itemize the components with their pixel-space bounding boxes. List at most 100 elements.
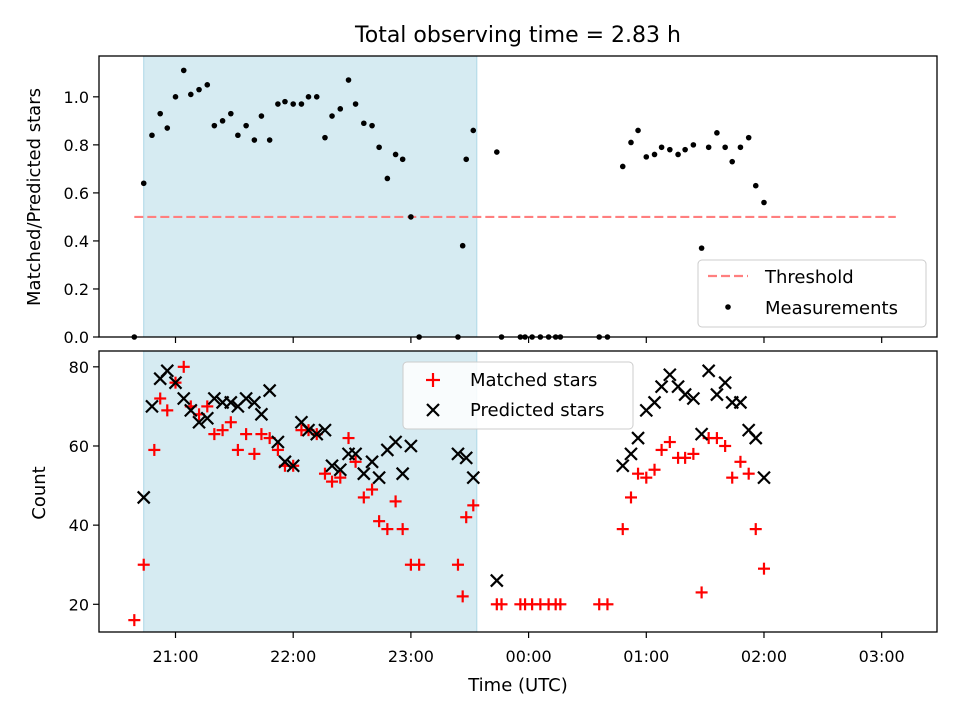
measurement-point xyxy=(172,94,179,100)
predicted-star-point xyxy=(145,399,159,414)
measurement-point xyxy=(392,151,399,158)
measurement-point xyxy=(337,106,344,112)
predicted-star-point xyxy=(357,466,371,481)
matched-star-point xyxy=(334,471,347,484)
matched-star-point xyxy=(726,471,739,484)
measurement-point xyxy=(180,67,187,74)
measurement-point xyxy=(643,154,650,160)
predicted-star-point xyxy=(647,395,662,410)
predicted-star-point xyxy=(286,458,300,473)
y-tick-label: 0.2 xyxy=(64,280,89,299)
predicted-star-point xyxy=(365,455,379,469)
measurement-point xyxy=(369,122,375,129)
bottom-axes-frame xyxy=(98,350,938,633)
measurement-point xyxy=(290,101,296,107)
bottom-legend: Matched stars Predicted stars xyxy=(402,361,634,430)
matched-star-point xyxy=(255,428,268,441)
measurement-point xyxy=(722,144,728,151)
predicted-star-point xyxy=(160,364,175,378)
matched-star-point xyxy=(161,404,174,417)
measurement-point xyxy=(352,101,359,107)
top-y-ticks: 0.0 0.2 0.4 0.6 0.8 1.0 xyxy=(64,88,99,347)
matched-star-point xyxy=(554,598,567,611)
predicted-star-point xyxy=(615,458,630,473)
measurement-point xyxy=(690,142,697,148)
matched-star-point xyxy=(616,523,629,536)
measurement-point xyxy=(243,122,249,129)
x-tick-label: 03:00 xyxy=(859,647,905,666)
y-tick-label: 1.0 xyxy=(64,88,89,107)
predicted-star-point xyxy=(254,407,269,422)
measurement-point xyxy=(298,101,305,107)
bottom-x-ticks: 21:00 22:00 23:00 00:00 01:00 02:00 03:00 xyxy=(152,632,905,666)
bottom-legend-box xyxy=(402,361,634,430)
matched-star-point xyxy=(655,443,668,456)
y-tick-label: 40 xyxy=(69,516,89,535)
bottom-panel: 20 40 60 80 21:00 22:00 23:00 00:00 01:00 02:00 0… xyxy=(29,350,938,696)
measurement-point xyxy=(399,156,406,163)
measurement-point xyxy=(651,151,658,158)
x-tick-label: 23:00 xyxy=(388,647,434,666)
matched-star-point xyxy=(663,436,676,449)
predicted-star-point xyxy=(748,431,763,445)
matched-star-point xyxy=(742,467,755,480)
measurement-point xyxy=(313,94,320,100)
measurement-point xyxy=(675,151,681,158)
matched-star-point xyxy=(216,424,229,437)
measurement-point xyxy=(140,180,147,187)
matched-star-point xyxy=(177,360,190,373)
matched-star-point xyxy=(456,590,469,603)
measurement-point xyxy=(408,214,414,220)
measurement-point xyxy=(329,113,335,119)
measurement-point xyxy=(204,82,211,88)
x-tick-label: 02:00 xyxy=(741,647,787,666)
predicted-star-point xyxy=(718,375,732,390)
y-tick-label: 60 xyxy=(69,437,89,456)
predicted-star-point xyxy=(168,375,183,390)
matched-star-point xyxy=(451,558,464,571)
matched-star-point xyxy=(128,614,141,627)
matched-star-point xyxy=(326,475,339,488)
matched-star-point xyxy=(648,463,661,476)
legend-matched-swatch xyxy=(426,373,440,387)
measurement-point xyxy=(251,137,258,143)
predicted-star-point xyxy=(333,462,348,477)
measurement-point xyxy=(361,120,367,127)
legend-matched-label: Matched stars xyxy=(470,370,597,391)
matched-star-point xyxy=(208,428,221,441)
predicted-star-point xyxy=(757,470,771,485)
measurement-point xyxy=(322,134,328,141)
predicted-star-point xyxy=(624,447,638,461)
measurement-point xyxy=(635,127,641,134)
matched-star-point xyxy=(460,511,473,524)
matched-star-point xyxy=(687,447,700,460)
matched-star-point xyxy=(632,467,645,480)
y-tick-label: 20 xyxy=(69,595,89,614)
predicted-star-point xyxy=(301,423,316,437)
y-tick-label: 0.8 xyxy=(64,136,89,155)
matched-star-point xyxy=(624,491,637,504)
measurement-point xyxy=(219,118,226,124)
measurement-point xyxy=(228,110,234,117)
predicted-star-point xyxy=(239,391,253,406)
predicted-star-point xyxy=(318,423,332,437)
predicted-star-point xyxy=(678,387,692,402)
measurement-point xyxy=(235,132,241,139)
legend-predicted-swatch xyxy=(426,403,440,417)
predicted-star-point xyxy=(200,411,215,426)
matched-star-point xyxy=(137,558,150,571)
measurement-point xyxy=(149,132,155,139)
measurement-point xyxy=(376,144,382,151)
predicted-star-point xyxy=(207,391,222,406)
matched-star-point xyxy=(248,447,261,460)
measurement-point xyxy=(266,137,273,143)
predicted-star-point xyxy=(176,391,191,406)
measurement-point xyxy=(745,134,752,141)
predicted-star-point xyxy=(372,470,386,485)
predicted-star-point xyxy=(701,364,716,378)
predicted-star-point xyxy=(278,455,292,469)
matched-star-point xyxy=(154,392,167,405)
chart-title: Total observing time = 2.83 h xyxy=(354,23,681,48)
predicted-star-point xyxy=(388,435,403,449)
y-tick-label: 0.0 xyxy=(64,328,89,347)
